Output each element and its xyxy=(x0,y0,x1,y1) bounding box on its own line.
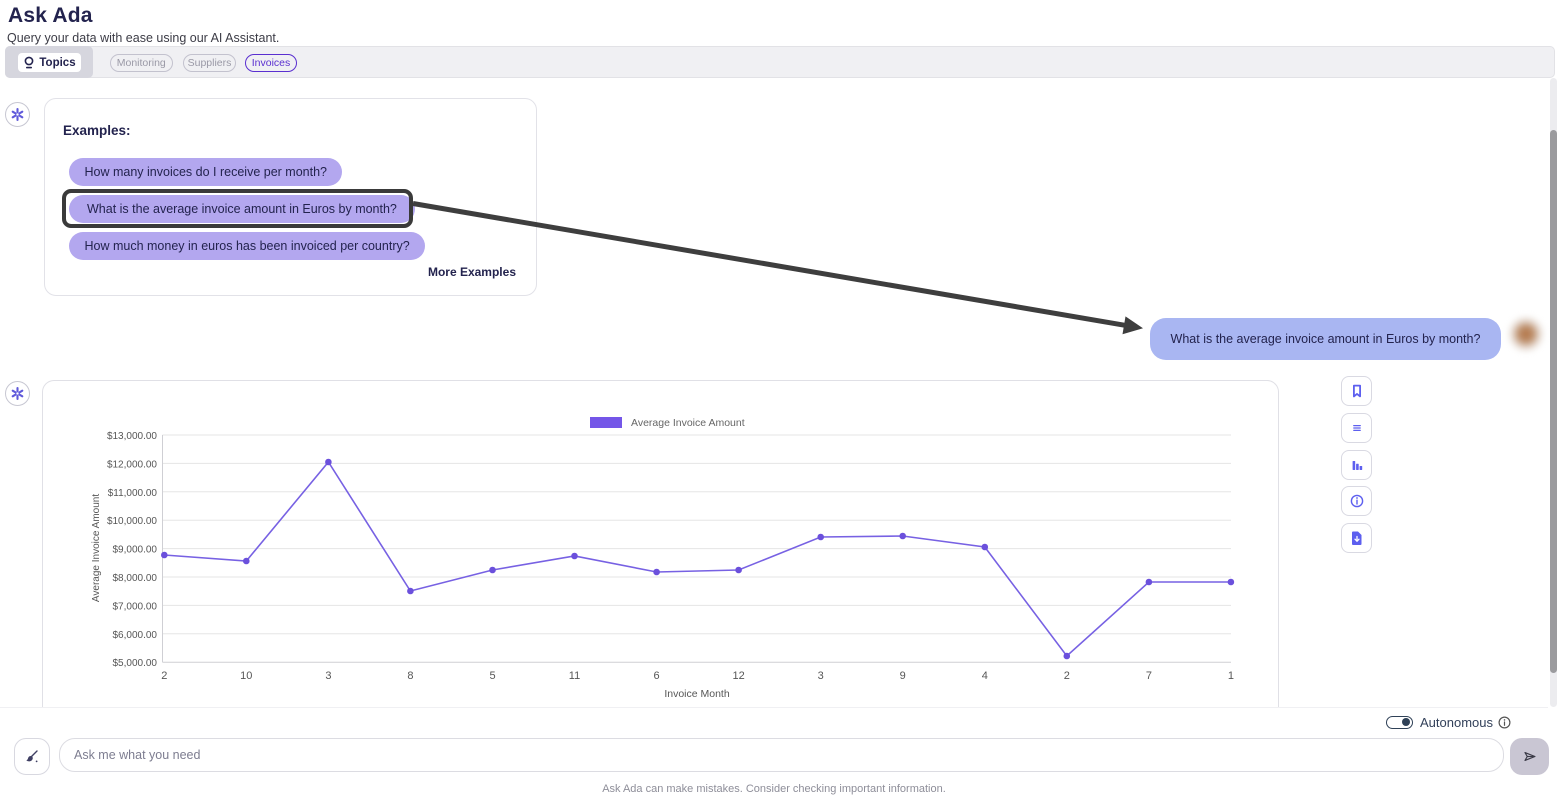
svg-text:$13,000.00: $13,000.00 xyxy=(107,431,157,442)
svg-text:$8,000.00: $8,000.00 xyxy=(113,573,158,584)
svg-text:5: 5 xyxy=(489,670,495,682)
svg-text:3: 3 xyxy=(325,670,331,682)
svg-text:4: 4 xyxy=(982,670,988,682)
svg-text:7: 7 xyxy=(1146,670,1152,682)
svg-text:Average Invoice Amount: Average Invoice Amount xyxy=(91,494,102,602)
svg-text:3: 3 xyxy=(818,670,824,682)
svg-text:$12,000.00: $12,000.00 xyxy=(107,459,157,470)
svg-text:$6,000.00: $6,000.00 xyxy=(113,630,158,641)
svg-text:2: 2 xyxy=(1064,670,1070,682)
svg-text:8: 8 xyxy=(407,670,413,682)
svg-text:12: 12 xyxy=(732,670,744,682)
svg-text:$11,000.00: $11,000.00 xyxy=(108,488,158,499)
svg-text:$10,000.00: $10,000.00 xyxy=(107,516,157,527)
svg-text:10: 10 xyxy=(240,670,252,682)
svg-text:6: 6 xyxy=(654,670,660,682)
svg-text:1: 1 xyxy=(1228,670,1234,682)
svg-text:$5,000.00: $5,000.00 xyxy=(113,658,158,669)
svg-text:Invoice Month: Invoice Month xyxy=(664,688,730,700)
svg-text:2: 2 xyxy=(161,670,167,682)
svg-text:$7,000.00: $7,000.00 xyxy=(113,601,158,612)
svg-text:11: 11 xyxy=(569,670,580,682)
svg-text:9: 9 xyxy=(900,670,906,682)
svg-text:$9,000.00: $9,000.00 xyxy=(113,545,158,556)
svg-text:Average Invoice Amount: Average Invoice Amount xyxy=(631,417,745,429)
